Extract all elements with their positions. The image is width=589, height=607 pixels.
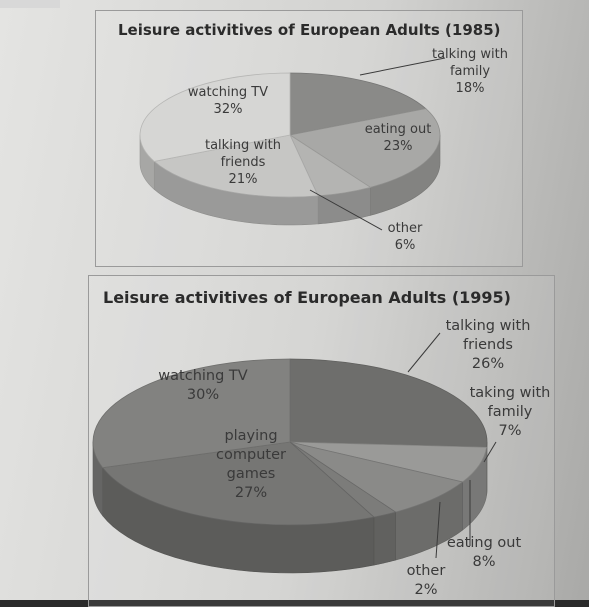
pie-chart-1995: talking with friends 26% taking with family 7… xyxy=(93,318,550,598)
slice-value-label-4: 32% xyxy=(214,102,243,117)
slice-value-label-0: 26% xyxy=(472,356,504,372)
pie-slice-0 xyxy=(290,359,487,447)
slice-value-label-3: 21% xyxy=(229,172,258,187)
slice-category-label-1: taking with xyxy=(470,385,551,401)
slice-category-label-4: playing xyxy=(224,428,277,444)
slice-category-label-1: family xyxy=(488,404,533,420)
slice-category-label-1: eating out xyxy=(365,122,432,137)
slice-category-label-0: talking with xyxy=(446,318,531,334)
slice-value-label-2: 8% xyxy=(472,554,495,570)
slice-value-label-1: 7% xyxy=(498,423,521,439)
slice-value-label-2: 6% xyxy=(395,238,416,253)
slice-category-label-3: talking with xyxy=(205,138,281,153)
slice-category-label-5: watching TV xyxy=(158,368,247,384)
slice-category-label-4: watching TV xyxy=(188,85,268,100)
slice-category-label-4: games xyxy=(227,466,276,482)
slice-value-label-3: 2% xyxy=(414,582,437,598)
pie-side-3 xyxy=(374,512,396,565)
slice-category-label-4: computer xyxy=(216,447,286,463)
slice-category-label-3: other xyxy=(407,563,446,579)
slice-value-label-1: 23% xyxy=(384,139,413,154)
slice-value-label-0: 18% xyxy=(456,81,485,96)
slice-value-label-4: 27% xyxy=(235,485,267,501)
slice-category-label-0: talking with xyxy=(432,47,508,62)
slice-category-label-3: friends xyxy=(221,155,266,170)
slice-category-label-2: other xyxy=(388,221,423,236)
slice-value-label-5: 30% xyxy=(187,387,219,403)
slice-category-label-0: family xyxy=(450,64,490,79)
leader-line-0 xyxy=(408,333,440,372)
slice-category-label-2: eating out xyxy=(447,535,522,551)
pie-chart-1985: talking with family 18% eating out 23% other 6… xyxy=(140,47,508,253)
slice-category-label-0: friends xyxy=(463,337,513,353)
